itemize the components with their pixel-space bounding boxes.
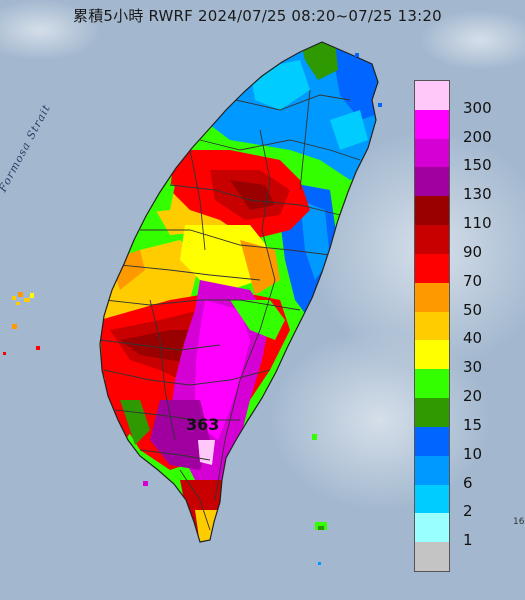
cloud-patch [270, 330, 490, 510]
legend-swatch [415, 311, 449, 341]
legend-label: 40 [463, 329, 483, 348]
cloud-patch [420, 10, 525, 70]
legend-swatch [415, 542, 449, 572]
legend-swatch [415, 196, 449, 226]
legend-swatch [415, 167, 449, 197]
legend-label: 200 [463, 127, 492, 146]
legend-label: 15 [463, 415, 483, 434]
legend-swatch [415, 484, 449, 514]
max-value-label: 363 [186, 415, 220, 434]
legend-swatch [415, 369, 449, 399]
legend-label: 10 [463, 444, 483, 463]
legend-label: 110 [463, 214, 492, 233]
legend-swatch [415, 81, 449, 111]
legend-swatch [415, 253, 449, 284]
legend-swatch [415, 225, 449, 255]
legend-label: 1 [463, 531, 473, 550]
legend-label: 150 [463, 156, 492, 175]
legend-swatch [415, 513, 449, 543]
legend-label: 130 [463, 185, 492, 204]
legend-label: 50 [463, 300, 483, 319]
legend-label: 30 [463, 358, 483, 377]
legend-swatch [415, 109, 449, 140]
legend-label: 90 [463, 242, 483, 261]
legend-label: 20 [463, 387, 483, 406]
legend-label: 70 [463, 271, 483, 290]
cloud-patch [0, 0, 100, 60]
legend-swatch [415, 398, 449, 428]
legend-label: 6 [463, 473, 473, 492]
legend-swatch [415, 426, 449, 457]
legend-swatch [415, 282, 449, 313]
legend-label: 2 [463, 502, 473, 521]
legend-swatch [415, 455, 449, 486]
county-borders [100, 89, 361, 531]
legend-label: 300 [463, 98, 492, 117]
corner-mark: 16 [513, 517, 525, 527]
legend-swatch [415, 138, 449, 168]
color-legend [414, 80, 450, 572]
offshore-islands [3, 53, 382, 565]
legend-swatch [415, 340, 449, 370]
map-title: 累積5小時 RWRF 2024/07/25 08:20~07/25 13:20 [73, 7, 442, 25]
